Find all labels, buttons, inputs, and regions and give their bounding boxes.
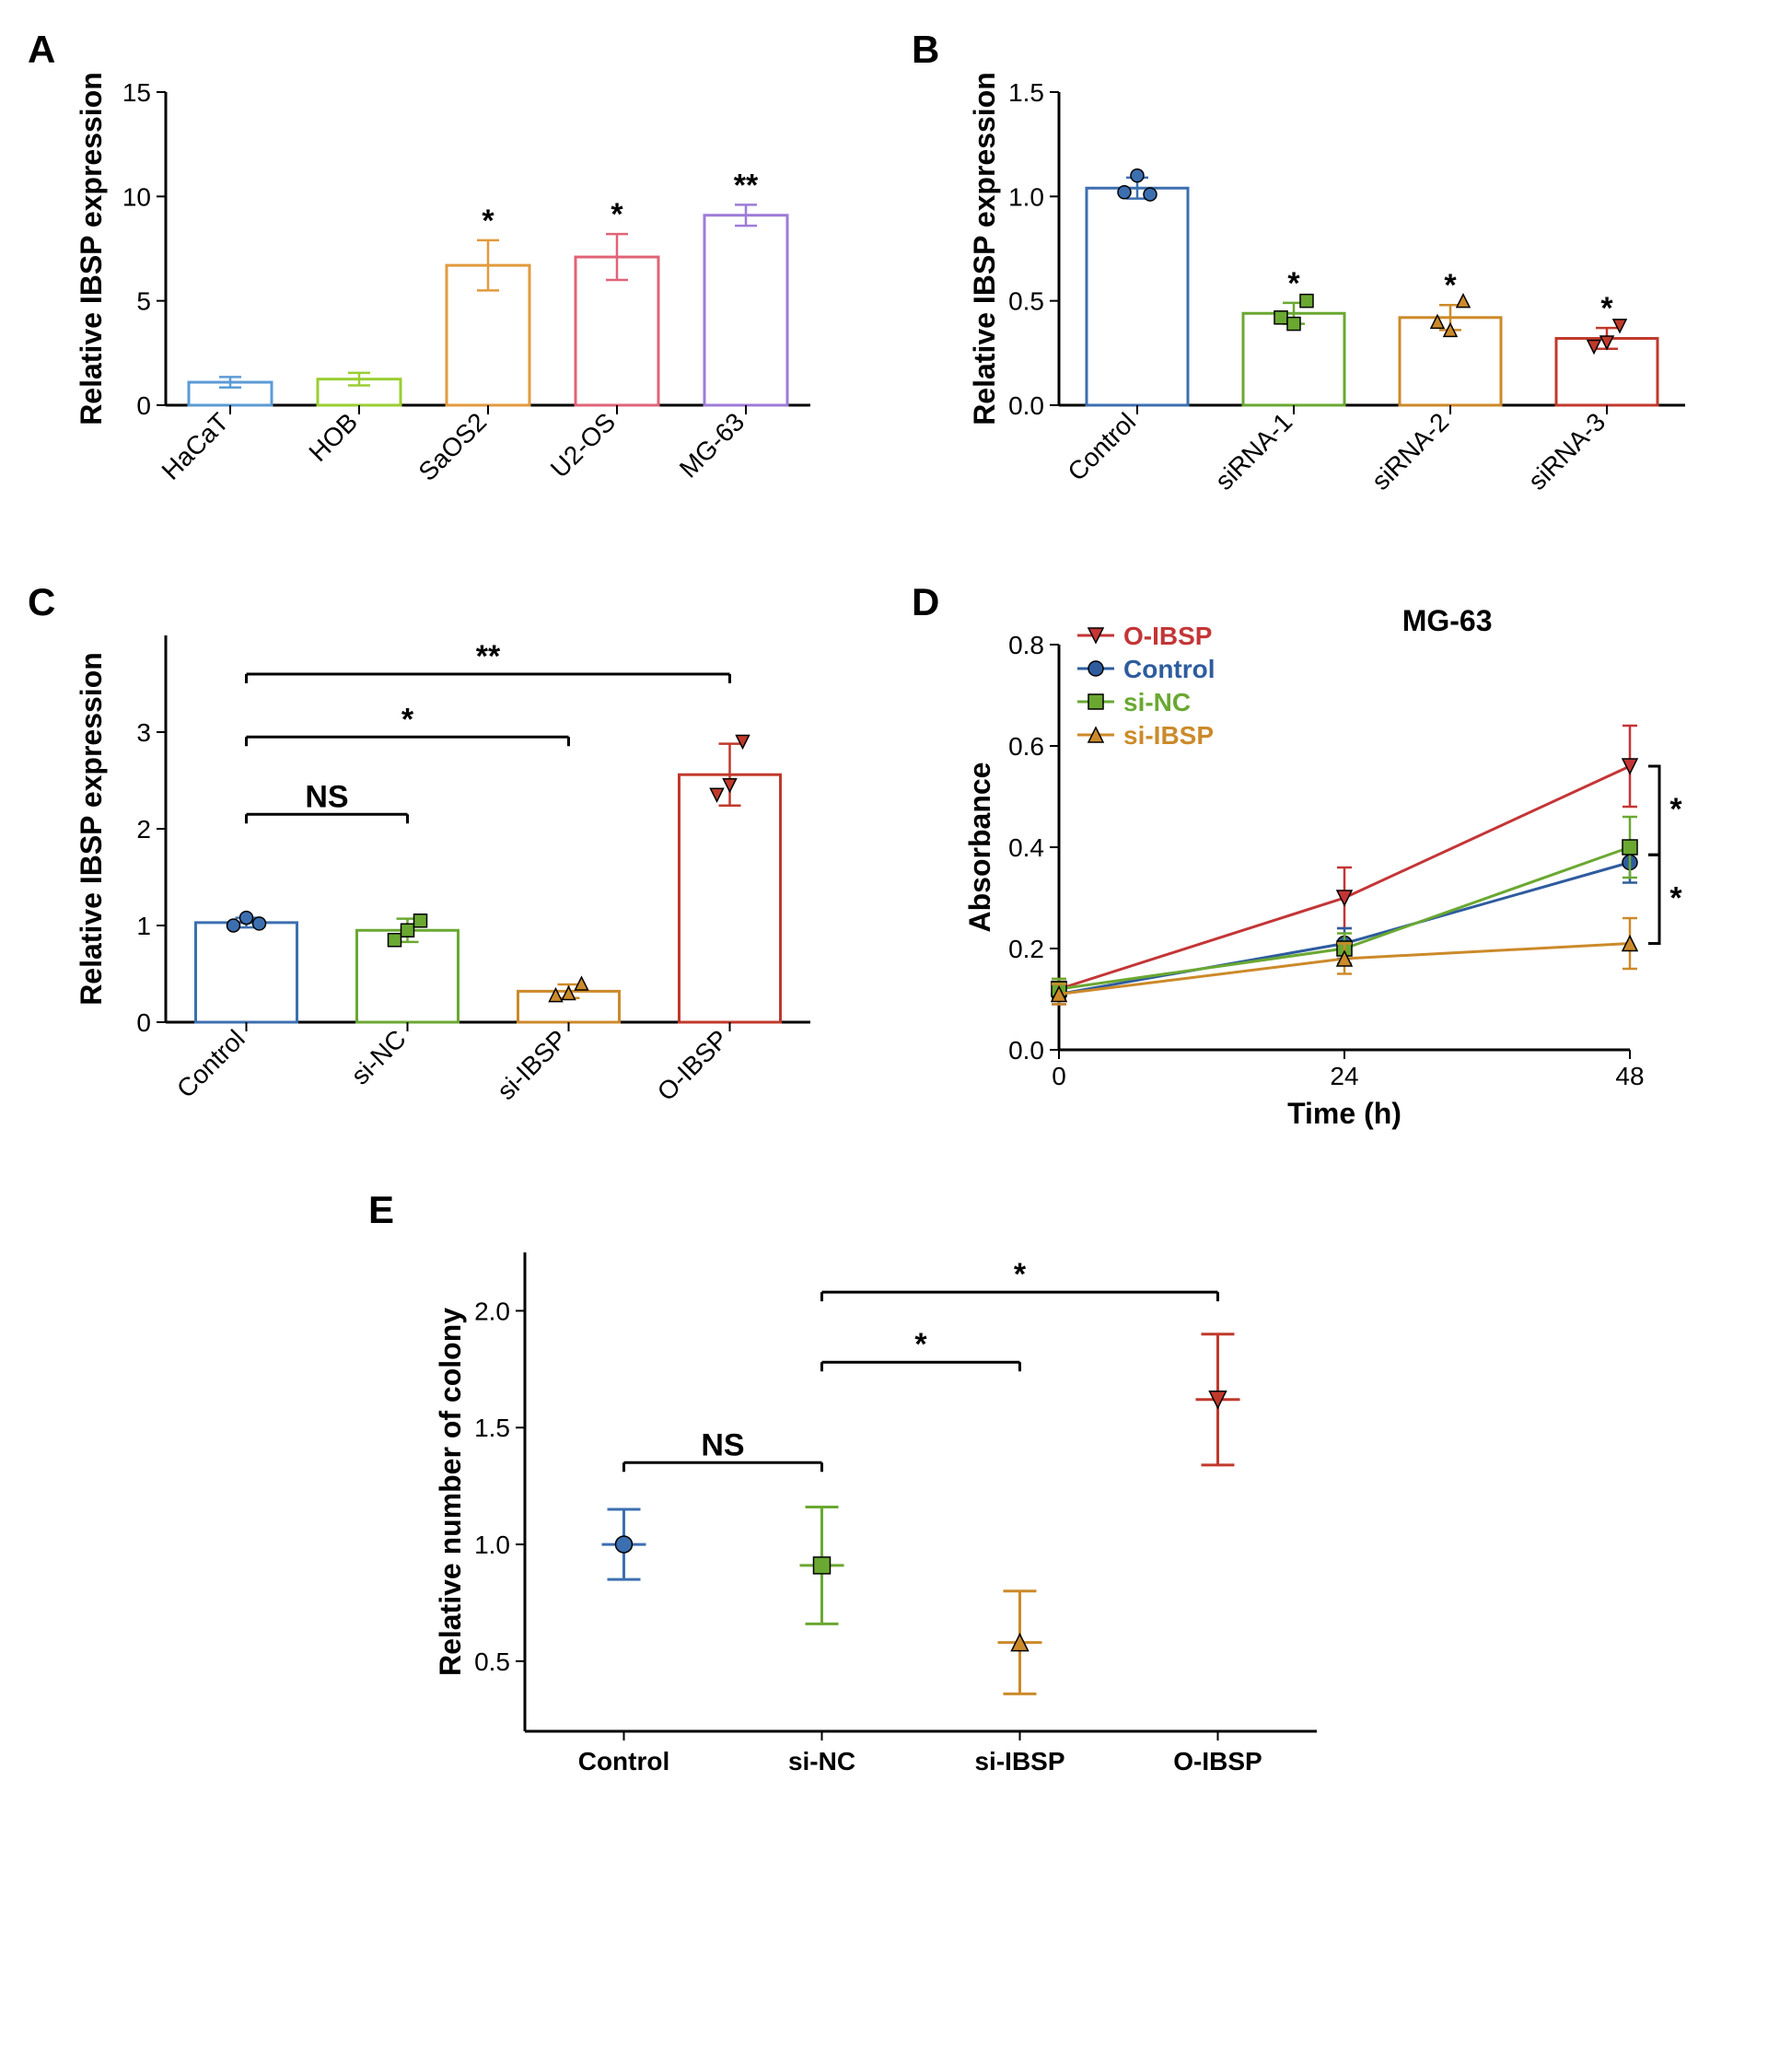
legend-item-O-IBSP: O-IBSP [1123,622,1212,650]
y-tick-label: 15 [122,78,151,107]
x-tick-label: 48 [1615,1062,1644,1090]
chart-svg: 0.0 0.5 1.0 1.5 Control siRNA-1 * siRNA-2 * siRNA… [921,37,1731,553]
legend-item-si-NC: si-NC [1123,688,1191,716]
y-tick-label: 2.0 [474,1297,510,1325]
significance-marker: * [611,197,623,232]
bar-Control [1087,188,1188,405]
significance-label: * [914,1327,927,1362]
chart-svg: 0 5 10 15 HaCaT HOB SaOS2 * U2-OS * MG-63 ** Relativ… [37,37,847,553]
x-tick-label: O-IBSP [1173,1747,1262,1775]
y-tick-label: 0.4 [1008,833,1044,862]
chart-svg: 0123Controlsi-NCsi-IBSPO-IBSPNS***Relati… [37,589,847,1160]
x-tick-label: si-NC [345,1024,411,1089]
panel-c: C0123Controlsi-NCsi-IBSPO-IBSPNS***Relat… [37,589,847,1160]
y-tick-label: 0.6 [1008,732,1044,761]
bar-si-NC [357,930,459,1022]
y-tick-label: 10 [122,182,151,211]
x-tick-label: 24 [1330,1062,1358,1090]
x-tick-label: HOB [303,407,363,467]
significance-marker: ** [734,168,759,203]
x-tick-label: Control [171,1024,250,1103]
x-tick-label: 0 [1052,1062,1066,1090]
y-tick-label: 0 [136,1008,151,1037]
significance-label: * [1014,1257,1027,1292]
x-tick-label: Control [578,1747,670,1775]
chart-svg: 0.5 1.0 1.5 2.0 Control si-NC si-IBSP O-IBSP NS *… [378,1197,1390,1842]
sig-bracket-top: * [1669,792,1682,827]
x-tick-label: U2-OS [545,407,621,483]
x-tick-label: si-IBSP [974,1747,1064,1775]
x-axis-label: Time (h) [1287,1097,1402,1130]
x-tick-label: siRNA-1 [1210,407,1298,495]
y-tick-label: 5 [136,287,151,316]
bar-Control [196,923,297,1022]
chart-svg: 0.0 0.2 0.4 0.6 0.8 0 24 48 O-IBSP Control si-NC si… [921,589,1731,1160]
significance-label: NS [701,1427,744,1462]
y-tick-label: 0.2 [1008,935,1044,963]
x-tick-label: siRNA-3 [1523,407,1611,495]
y-tick-label: 3 [136,718,151,747]
y-axis-label: Absorbance [963,762,996,933]
y-tick-label: 2 [136,815,151,844]
x-tick-label: MG-63 [674,407,750,483]
y-tick-label: 1.5 [1008,78,1044,107]
y-tick-label: 0 [136,391,151,420]
x-tick-label: siRNA-2 [1367,407,1455,495]
panel-a: A051015HaCaTHOBSaOS2*U2-OS*MG-63**Relati… [37,37,847,553]
y-tick-label: 1.0 [474,1531,510,1559]
panel-label: B [912,28,939,72]
y-tick-label: 0.0 [1008,391,1044,420]
significance-label: * [401,702,414,737]
x-tick-label: Control [1062,407,1141,486]
panel-label: A [28,28,55,72]
panel-label: C [28,580,55,624]
significance-label: NS [305,779,348,814]
panel-e: E0.51.01.52.0Controlsi-NCsi-IBSPO-IBSPNS… [378,1197,1390,1842]
y-axis-label: Relative IBSP expression [968,72,1001,425]
y-tick-label: 1.0 [1008,182,1044,211]
x-tick-label: O-IBSP [652,1024,734,1106]
significance-marker: * [482,204,494,239]
y-tick-label: 0.5 [1008,287,1044,316]
x-tick-label: si-NC [788,1747,855,1775]
significance-marker: * [1287,266,1300,301]
legend-item-Control: Control [1123,655,1216,683]
panel-d: D0.00.20.40.60.802448O-IBSPControlsi-NCs… [921,589,1731,1160]
sig-bracket-bottom: * [1669,880,1682,915]
bar-MG-63 [704,215,787,405]
y-axis-label: Relative number of colony [434,1308,467,1676]
significance-label: ** [476,639,501,674]
legend-item-si-IBSP: si-IBSP [1123,721,1214,750]
significance-marker: * [1600,291,1613,326]
x-tick-label: HaCaT [157,407,235,485]
y-axis-label: Relative IBSP expression [75,72,108,425]
y-tick-label: 0.8 [1008,631,1044,659]
y-tick-label: 0.0 [1008,1036,1044,1065]
significance-marker: * [1444,268,1457,303]
panel-label: D [912,580,939,624]
y-axis-label: Relative IBSP expression [75,652,108,1006]
bar-O-IBSP [680,774,781,1022]
panel-b: B0.00.51.01.5ControlsiRNA-1*siRNA-2*siRN… [921,37,1731,553]
x-tick-label: SaOS2 [413,407,492,486]
y-tick-label: 1 [136,912,151,940]
x-tick-label: si-IBSP [492,1024,573,1105]
chart-title: MG-63 [1402,604,1493,637]
y-tick-label: 1.5 [474,1414,510,1442]
panel-label: E [368,1188,394,1232]
y-tick-label: 0.5 [474,1647,510,1676]
